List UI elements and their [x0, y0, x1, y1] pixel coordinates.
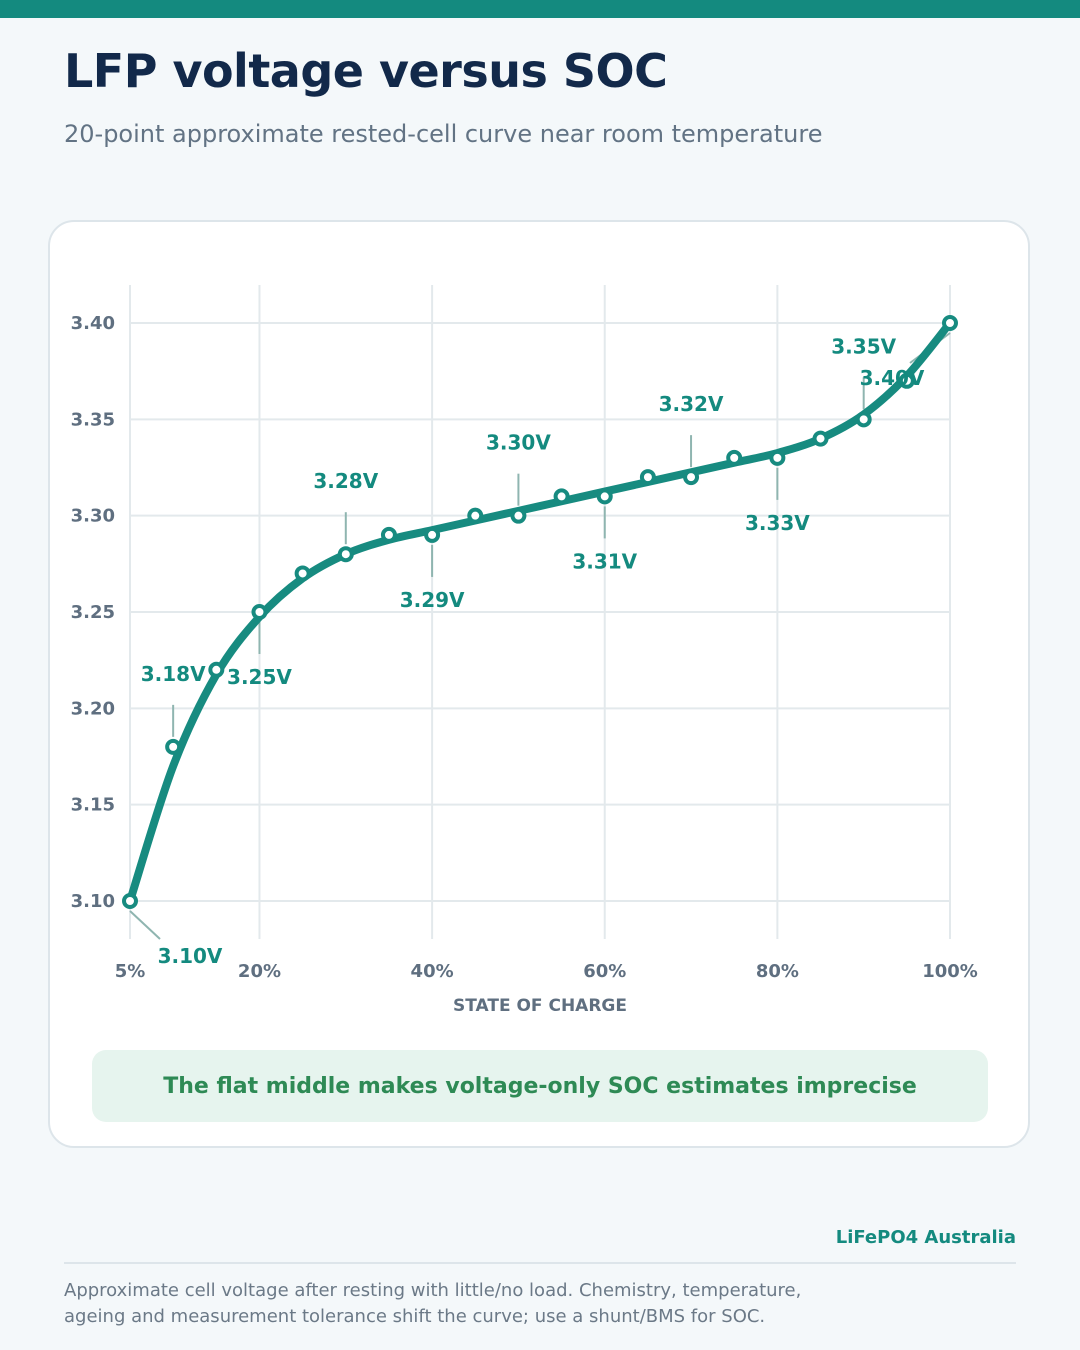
callout-text: The flat middle makes voltage-only SOC e… — [163, 1073, 917, 1099]
page-subtitle: 20-point approximate rested-cell curve n… — [64, 120, 823, 148]
footer-divider — [64, 1262, 1016, 1264]
insight-callout: The flat middle makes voltage-only SOC e… — [92, 1050, 988, 1122]
chart-card — [48, 220, 1030, 1148]
page-title: LFP voltage versus SOC — [64, 44, 668, 98]
footnote: Approximate cell voltage after resting w… — [64, 1280, 802, 1327]
top-accent-bar — [0, 0, 1080, 18]
brand-name: LiFePO4 Australia — [835, 1227, 1016, 1248]
